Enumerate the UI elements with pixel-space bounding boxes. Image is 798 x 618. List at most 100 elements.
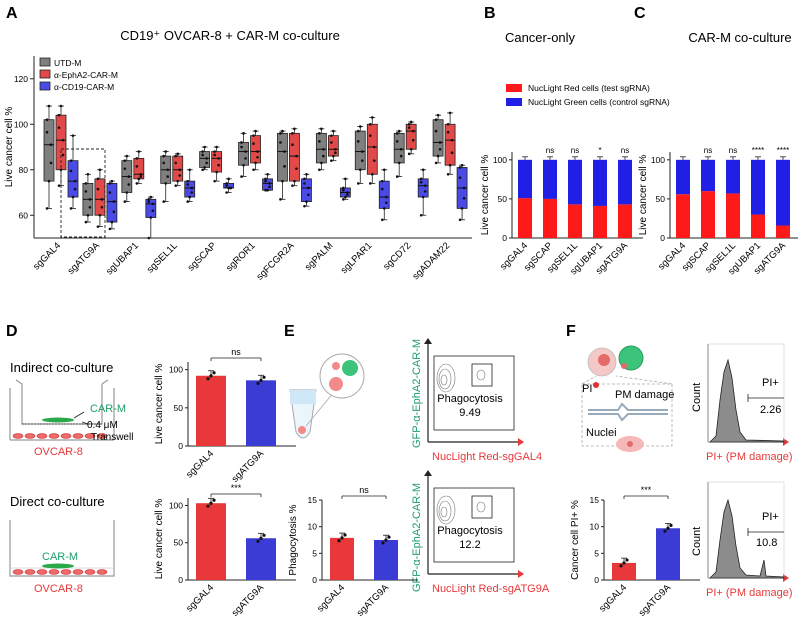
panel-b-bar-red [593, 205, 607, 238]
panel-e-y-tick-label: 10 [308, 522, 318, 532]
box-point [281, 129, 284, 133]
box-point [448, 111, 452, 115]
box-point [256, 150, 259, 153]
box-point [368, 182, 372, 185]
box-point [174, 184, 178, 187]
panel-f-x-tick-label: sgGAL4 [597, 582, 629, 614]
panel-d-direct-ylabel: Live cancer cell % [154, 499, 165, 580]
panel-f-bar-sgatg9a [656, 528, 680, 580]
flow-top-y-arrow [424, 338, 432, 344]
panel-b-bar-green [543, 159, 557, 199]
box-point [227, 177, 230, 181]
box-point [436, 113, 440, 117]
panel-b-bar-red [618, 204, 632, 238]
box-point [419, 180, 423, 184]
flow-bottom-gate-label: Phagocytosis [437, 525, 503, 537]
hist-bottom-value: 10.8 [756, 537, 777, 549]
box-point [322, 154, 325, 158]
box-point [73, 179, 77, 183]
hist-bottom-xlabel: PI+ (PM damage) [706, 587, 793, 599]
box-point [112, 210, 116, 214]
panel-a-x-tick-label: sgROR1 [224, 240, 258, 274]
box--epha2-car-m [366, 123, 378, 175]
box-point [96, 177, 100, 181]
box-point [242, 132, 245, 135]
box-point [229, 186, 232, 190]
panel-f-bar-sggal4 [612, 562, 636, 580]
box-point [176, 179, 180, 183]
panel-d-indirect-bar-sgatg9a [246, 380, 276, 446]
panel-c-bar-red [751, 214, 765, 238]
box-point [283, 165, 286, 168]
panel-d-indirect-data-point [212, 371, 216, 375]
panel-d-indirect-y-tick-label: 50 [174, 403, 184, 413]
box-point [330, 141, 333, 144]
hist-bottom-gate-label: PI+ [762, 511, 779, 523]
box-point [73, 187, 77, 191]
box-point [279, 132, 282, 135]
panel-b-y-tick-label: 0 [502, 233, 507, 243]
legend-swatch-utd [39, 57, 51, 67]
box-point [356, 182, 360, 185]
hist-top-distribution [709, 358, 785, 443]
box-point [409, 147, 413, 151]
box-point [149, 216, 153, 219]
panel-f-data-point [663, 529, 667, 533]
box-point [71, 134, 75, 137]
box-point [397, 161, 401, 165]
box-point [458, 166, 462, 169]
box-point [123, 159, 127, 162]
panel-d-direct-bar-sgatg9a [246, 538, 276, 580]
box-point [178, 168, 182, 172]
panel-c-bar-green [751, 159, 765, 215]
box-point [303, 177, 306, 181]
box-point [421, 168, 425, 172]
panel-b-bar-green [568, 159, 582, 205]
box-point [254, 129, 257, 133]
box-point [342, 198, 345, 201]
box-point [293, 179, 296, 183]
box--cd19-car-m [145, 198, 157, 218]
panel-a-x-tick-label: sgADAM22 [410, 240, 452, 282]
box-point [125, 191, 129, 194]
box--epha2-car-m [444, 123, 456, 166]
panel-a-y-tick-label: 100 [14, 119, 28, 129]
panel-c-bar-green [726, 159, 740, 194]
box-point [295, 154, 298, 158]
panel-d-indirect-axes: 0 50 100 Live cancer cell % sgGAL4 sgATG9A ns [154, 347, 296, 485]
panel-f-data-point [622, 561, 626, 565]
legend-swatch-green [506, 98, 522, 106]
legend-label-utd: UTD-M [54, 58, 81, 68]
box-point [174, 161, 178, 165]
box-point [384, 201, 388, 205]
box-point [147, 236, 151, 240]
hist-top-x-arrow [783, 438, 789, 446]
panel-letter-b: B [484, 5, 496, 22]
box-point [291, 132, 294, 135]
panel-d-direct-y-tick-label: 50 [174, 538, 184, 548]
box-point [215, 170, 218, 174]
box-point [98, 168, 102, 172]
transwell-schematic [9, 379, 115, 441]
box-point [213, 150, 216, 153]
panel-a-x-tick-label: sgFCGR2A [254, 240, 297, 283]
box-point [69, 207, 73, 210]
panel-d-indirect-y-tick-label: 0 [178, 441, 183, 451]
box-point [205, 161, 208, 165]
panel-f-data-point [669, 523, 673, 527]
panel-c-title: CAR-M co-culture [688, 30, 791, 45]
legend-label-red: NucLight Red cells (test sgRNA) [528, 83, 650, 93]
panel-c-ylabel: Live cancer cell % [638, 155, 649, 236]
box-point [436, 154, 440, 158]
box-point [291, 143, 294, 147]
box-point [305, 200, 308, 203]
box-point [291, 184, 294, 187]
box--epha2-car-m [289, 132, 300, 182]
box-point [190, 186, 194, 190]
panel-e-data-point [340, 536, 344, 540]
box-point [240, 145, 243, 149]
box-point [380, 187, 384, 191]
box-point [147, 200, 151, 203]
box-point [69, 169, 73, 173]
